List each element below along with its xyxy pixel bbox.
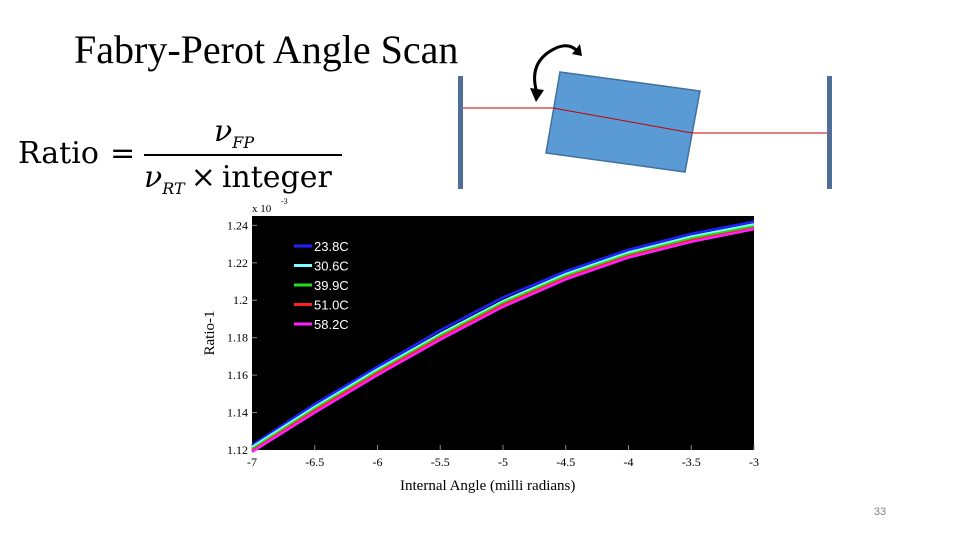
chart-lines [251, 220, 755, 453]
y-tick-label: 1.2 [233, 293, 248, 307]
x-tick-label: -3 [749, 455, 759, 469]
y-tick-label: 1.12 [227, 443, 248, 457]
y-tick-label: 1.18 [227, 331, 248, 345]
x-axis-label: Internal Angle (milli radians) [400, 478, 576, 494]
series-line-23.8C [251, 220, 755, 447]
left-mirror [458, 76, 463, 189]
formula-denominator-subscript: RT [162, 179, 185, 198]
slide-title: Fabry-Perot Angle Scan [74, 27, 459, 72]
formula-numerator-subscript: FP [232, 133, 255, 152]
legend-label: 58.2C [314, 317, 349, 332]
y-tick-label: 1.22 [227, 256, 248, 270]
right-mirror [827, 76, 832, 189]
x-tick-label: -5.5 [431, 455, 450, 469]
chart-legend: 23.8C 30.6C 39.9C 51.0C 58.2C [294, 239, 349, 332]
ratio-chart: -7 -6.5 -6 -5.5 -5 -4.5 -4 -3.5 -3 1.12 1.14 1.16 1.… [202, 197, 759, 469]
x-tick-label: -7 [247, 455, 257, 469]
plot-background [252, 216, 754, 450]
y-axis-label: Ratio-1 [202, 311, 218, 356]
formula-denominator-word: integer [221, 160, 332, 195]
formula-denominator: νRT × integer [144, 160, 332, 198]
x-tick-label: -3.5 [682, 455, 701, 469]
x-tick-label: -4 [624, 455, 634, 469]
y-axis-multiplier: x 10 [252, 203, 272, 215]
x-tick-label: -6.5 [305, 455, 324, 469]
chart-axes: -7 -6.5 -6 -5.5 -5 -4.5 -4 -3.5 -3 1.12 1.14 1.16 1.… [202, 197, 759, 469]
y-tick-label: 1.24 [227, 218, 248, 232]
formula-lhs: Ratio [18, 136, 99, 171]
chart-container: -7 -6.5 -6 -5.5 -5 -4.5 -4 -3.5 -3 1.12 1.14 1.16 1.… [0, 196, 760, 481]
x-tick-label: -5 [498, 455, 508, 469]
legend-label: 39.9C [314, 278, 349, 293]
formula-denominator-symbol: ν [144, 160, 163, 195]
y-tick-label: 1.16 [227, 368, 248, 382]
legend-label: 51.0C [314, 298, 349, 313]
formula-numerator: νFP [214, 114, 254, 152]
y-axis-multiplier-exponent: -3 [281, 197, 288, 206]
series-line-58.2C [251, 227, 755, 453]
cavity-diagram [458, 44, 832, 189]
rotate-arrows-icon [530, 44, 582, 102]
series-line-51.0C [251, 226, 755, 452]
legend-label: 30.6C [314, 259, 349, 274]
y-tick-label: 1.14 [227, 406, 248, 420]
x-tick-label: -6 [373, 455, 383, 469]
x-tick-label: -4.5 [556, 455, 575, 469]
formula-fraction-bar [144, 154, 342, 156]
formula-equals: = [110, 136, 136, 171]
laser-beam [463, 107, 827, 134]
formula-times: × [190, 160, 216, 195]
series-line-30.6C [251, 223, 755, 449]
series-line-39.9C [251, 225, 755, 451]
formula-numerator-symbol: ν [214, 114, 233, 149]
tilted-crystal [545, 71, 701, 173]
legend-label: 23.8C [314, 239, 349, 254]
page-number: 33 [873, 506, 887, 518]
